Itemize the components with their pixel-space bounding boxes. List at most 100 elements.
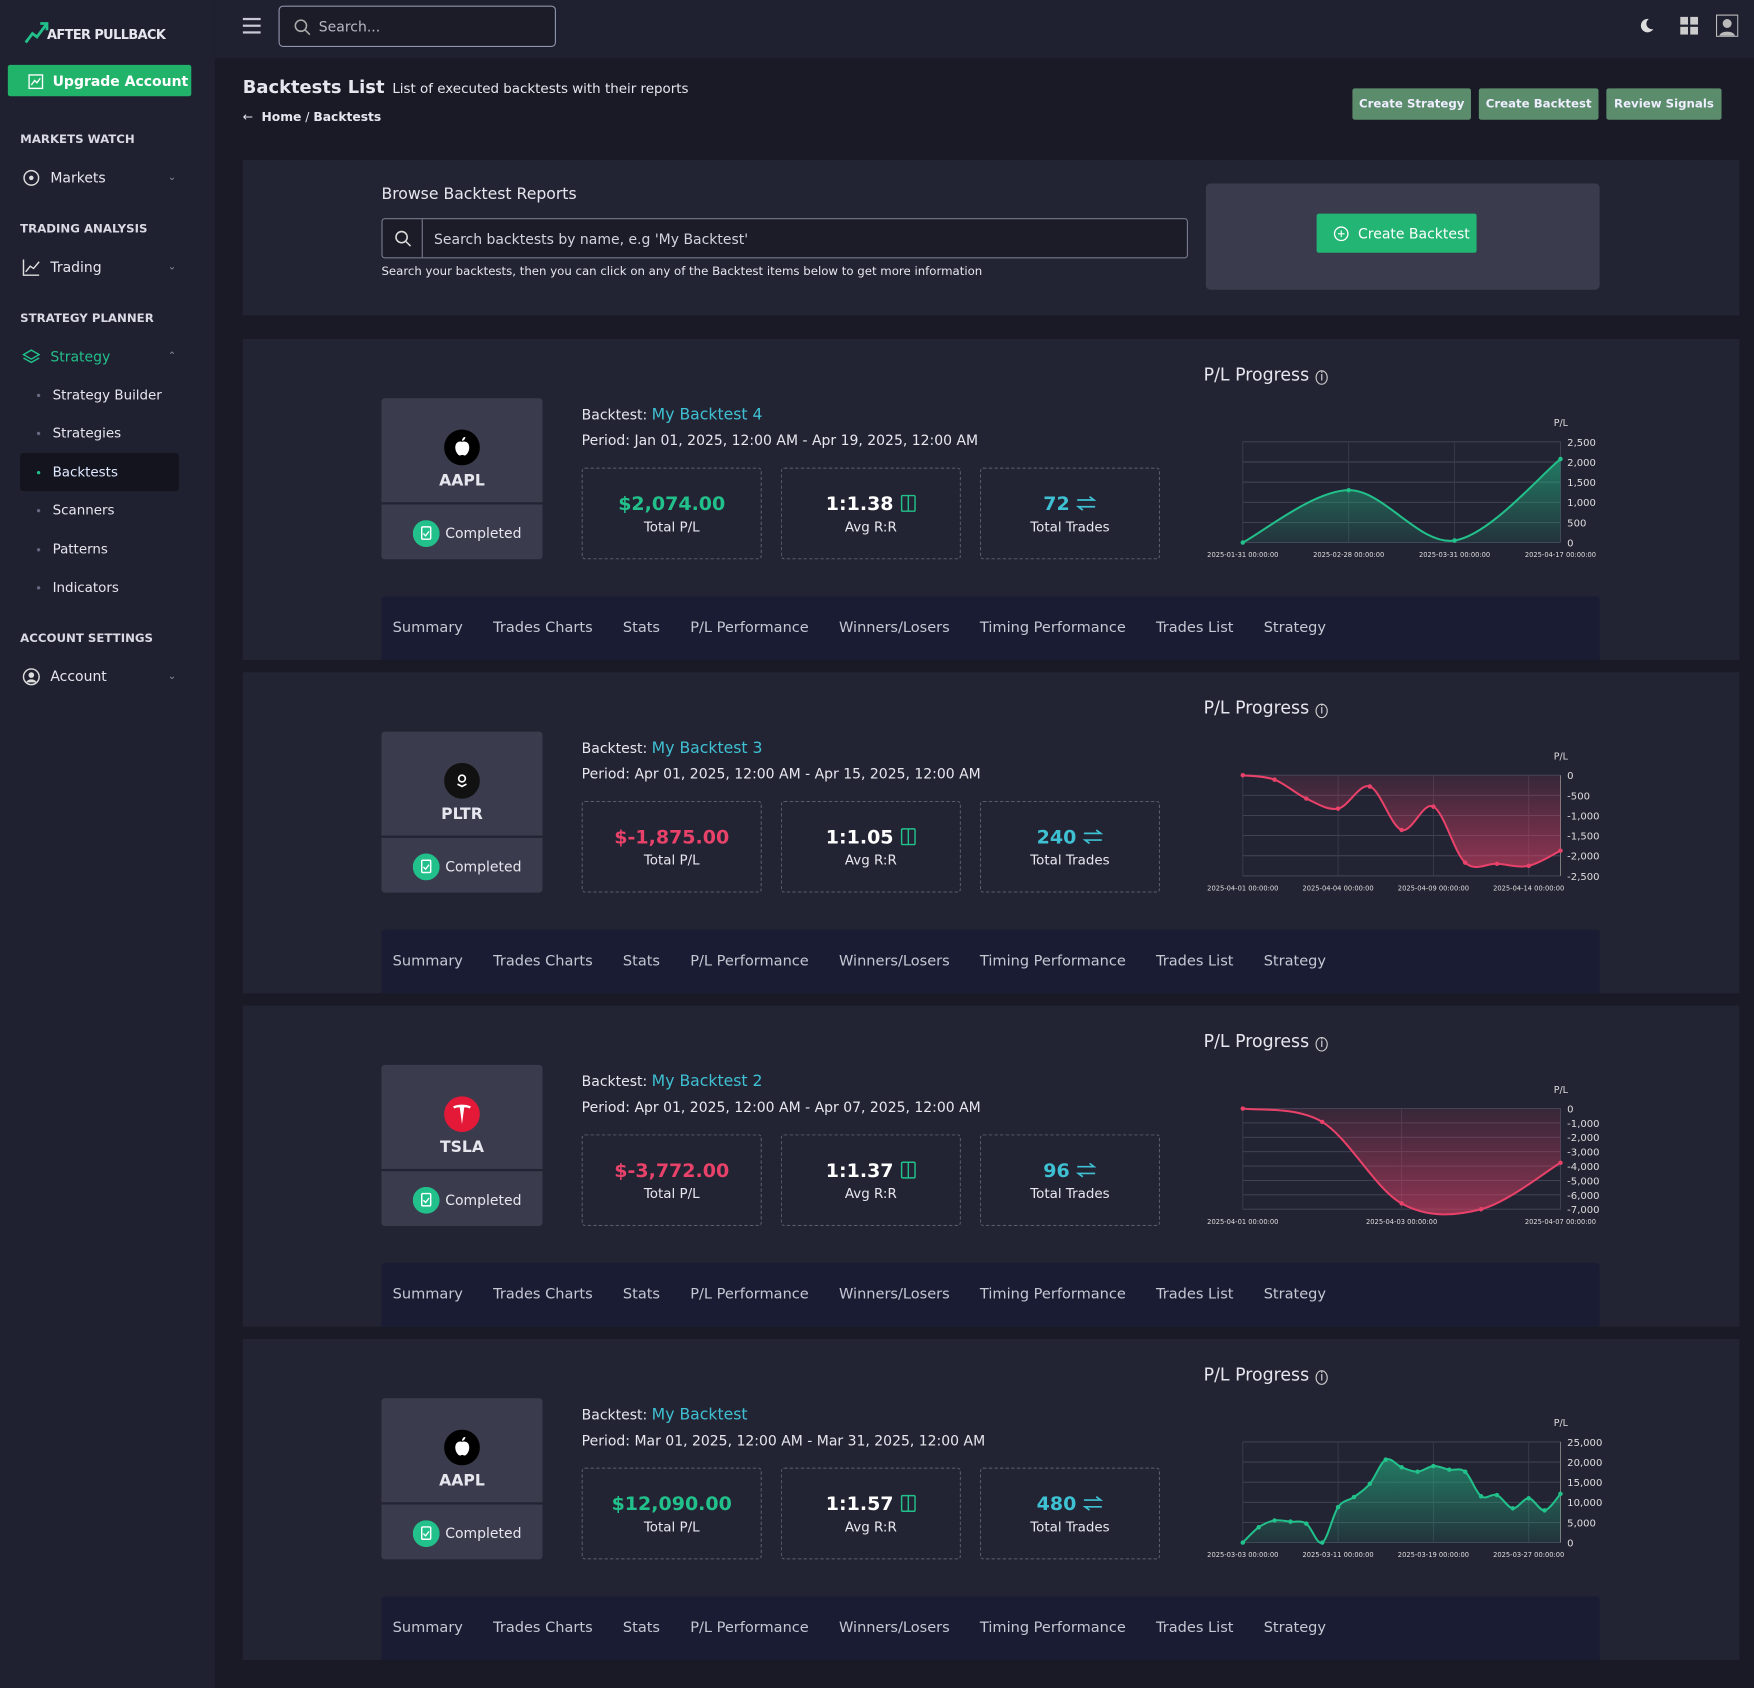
nav-item[interactable]: Trading ⌄ bbox=[0, 248, 215, 286]
y-tick-label: 0 bbox=[1567, 1104, 1573, 1115]
backtest-name[interactable]: My Backtest 3 bbox=[651, 739, 763, 758]
point bbox=[1558, 456, 1563, 462]
tab[interactable]: Stats bbox=[622, 1619, 661, 1637]
point bbox=[1510, 1506, 1516, 1511]
tab[interactable]: P/L Performance bbox=[690, 1619, 809, 1637]
tab[interactable]: Trades Charts bbox=[493, 619, 593, 637]
y-axis-label: P/L bbox=[1554, 418, 1569, 429]
stat-icon bbox=[1070, 493, 1097, 515]
back-arrow[interactable]: ← bbox=[242, 109, 254, 125]
review-signals-button[interactable]: Review Signals bbox=[1606, 88, 1722, 120]
tab[interactable]: Summary bbox=[392, 1286, 463, 1304]
tab[interactable]: P/L Performance bbox=[690, 1286, 809, 1304]
tab[interactable]: Trades List bbox=[1156, 619, 1234, 637]
nav-subitem[interactable]: Indicators bbox=[20, 568, 179, 606]
nav-subitem[interactable]: Patterns bbox=[20, 530, 179, 568]
symbol-box[interactable]: PLTR Completed bbox=[381, 731, 543, 893]
y-tick-label: 1,000 bbox=[1567, 498, 1596, 509]
tab[interactable]: Stats bbox=[622, 953, 661, 970]
create-strategy-button[interactable]: Create Strategy bbox=[1352, 88, 1471, 120]
tab[interactable]: Winners/Losers bbox=[838, 1286, 950, 1304]
tab[interactable]: Stats bbox=[622, 1286, 661, 1304]
tab[interactable]: Trades List bbox=[1156, 1286, 1234, 1304]
tab[interactable]: Timing Performance bbox=[979, 953, 1126, 970]
sidebar: AFTER PULLBACK Upgrade Account MARKETS W… bbox=[0, 0, 215, 1688]
tab[interactable]: Trades Charts bbox=[493, 1619, 593, 1637]
stat-label: Total Trades bbox=[1030, 1519, 1110, 1535]
symbol-logo bbox=[444, 762, 480, 799]
nav-subitem[interactable]: Backtests bbox=[20, 452, 179, 492]
create-backtest-button[interactable]: Create Backtest bbox=[1478, 88, 1599, 120]
y-tick-label: -1,000 bbox=[1567, 1119, 1599, 1130]
tab[interactable]: P/L Performance bbox=[690, 619, 809, 637]
nav-label: Account bbox=[50, 668, 107, 685]
tab[interactable]: Strategy bbox=[1263, 619, 1327, 637]
create-backtest-button[interactable]: Create Backtest bbox=[1316, 213, 1477, 253]
breadcrumb-link[interactable]: Home bbox=[261, 109, 302, 125]
tab[interactable]: Winners/Losers bbox=[838, 619, 950, 637]
nav-item[interactable]: Strategy ⌃ bbox=[0, 338, 215, 376]
tab[interactable]: Strategy bbox=[1263, 1619, 1327, 1637]
symbol-box[interactable]: TSLA Completed bbox=[381, 1064, 543, 1227]
symbol-logo bbox=[444, 1429, 480, 1466]
global-search[interactable]: Search... bbox=[278, 5, 556, 47]
stat-label: Avg R:R bbox=[844, 1185, 897, 1202]
tab[interactable]: Timing Performance bbox=[979, 619, 1126, 637]
stat-number: 96 bbox=[1043, 1160, 1070, 1183]
nav-subitem[interactable]: Scanners bbox=[20, 491, 179, 529]
area bbox=[1242, 1459, 1561, 1543]
x-tick-label: 2025-04-01 00:00:00 bbox=[1207, 1218, 1278, 1226]
symbol: TSLA bbox=[439, 1138, 485, 1157]
theme-toggle[interactable] bbox=[1639, 18, 1655, 34]
y-tick-label: -3,000 bbox=[1567, 1148, 1599, 1159]
brand[interactable]: AFTER PULLBACK bbox=[24, 20, 204, 47]
nav-section-title: TRADING ANALYSIS bbox=[20, 222, 148, 237]
status: Completed bbox=[445, 1191, 522, 1209]
divider bbox=[381, 1168, 543, 1172]
backtest-name[interactable]: My Backtest 4 bbox=[651, 406, 763, 424]
tab[interactable]: Trades List bbox=[1156, 953, 1234, 970]
line bbox=[1242, 458, 1562, 544]
tab[interactable]: Winners/Losers bbox=[838, 953, 950, 970]
tab[interactable]: Trades List bbox=[1156, 1619, 1234, 1637]
tab[interactable]: Strategy bbox=[1263, 953, 1327, 970]
backtest-search[interactable]: Search backtests by name, e.g 'My Backte… bbox=[381, 218, 1188, 259]
menu-toggle[interactable] bbox=[242, 17, 263, 35]
tab[interactable]: Trades Charts bbox=[493, 953, 593, 970]
stat-label: Total Trades bbox=[1030, 1185, 1110, 1202]
nav-label: Trading bbox=[50, 258, 102, 276]
nav-subitem[interactable]: Strategy Builder bbox=[20, 376, 179, 414]
tab[interactable]: P/L Performance bbox=[690, 953, 809, 970]
stat-number: 1:1.37 bbox=[825, 1160, 894, 1183]
tab[interactable]: Trades Charts bbox=[493, 1286, 593, 1304]
upgrade-button[interactable]: Upgrade Account bbox=[7, 64, 192, 97]
tab[interactable]: Summary bbox=[392, 953, 463, 970]
backtest-name[interactable]: My Backtest bbox=[651, 1406, 748, 1425]
point bbox=[1367, 1481, 1373, 1487]
browse-title: Browse Backtest Reports bbox=[381, 185, 577, 204]
point bbox=[1558, 848, 1563, 853]
symbol-box[interactable]: AAPL Completed bbox=[381, 398, 543, 560]
backtest-name[interactable]: My Backtest 2 bbox=[651, 1072, 763, 1091]
symbol-box[interactable]: AAPL Completed bbox=[381, 1398, 543, 1560]
tab[interactable]: Summary bbox=[392, 619, 463, 637]
tab[interactable]: Timing Performance bbox=[979, 1286, 1126, 1304]
stat-number: 1:1.05 bbox=[825, 826, 894, 850]
tab[interactable]: Timing Performance bbox=[979, 1619, 1126, 1637]
profile-button[interactable] bbox=[1715, 14, 1739, 37]
point bbox=[1447, 1467, 1452, 1472]
nav-item[interactable]: Account ⌄ bbox=[0, 658, 215, 696]
tab[interactable]: Stats bbox=[622, 619, 661, 637]
backtest-name-row: Backtest: My Backtest 4 bbox=[582, 406, 763, 424]
tab[interactable]: Winners/Losers bbox=[838, 1619, 950, 1637]
tab[interactable]: Strategy bbox=[1263, 1286, 1327, 1304]
nav-subitem[interactable]: Strategies bbox=[20, 414, 179, 452]
stat-number: 1:1.57 bbox=[825, 1493, 894, 1516]
tab[interactable]: Summary bbox=[392, 1619, 463, 1637]
y-tick-label: 2,000 bbox=[1567, 458, 1596, 469]
apps-button[interactable] bbox=[1680, 16, 1699, 35]
y-tick-label: -2,000 bbox=[1567, 852, 1599, 863]
nav-item[interactable]: Markets ⌄ bbox=[0, 159, 215, 197]
stat-box: 96 Total Trades bbox=[979, 1134, 1161, 1227]
x-tick-label: 2025-03-11 00:00:00 bbox=[1302, 1551, 1373, 1559]
